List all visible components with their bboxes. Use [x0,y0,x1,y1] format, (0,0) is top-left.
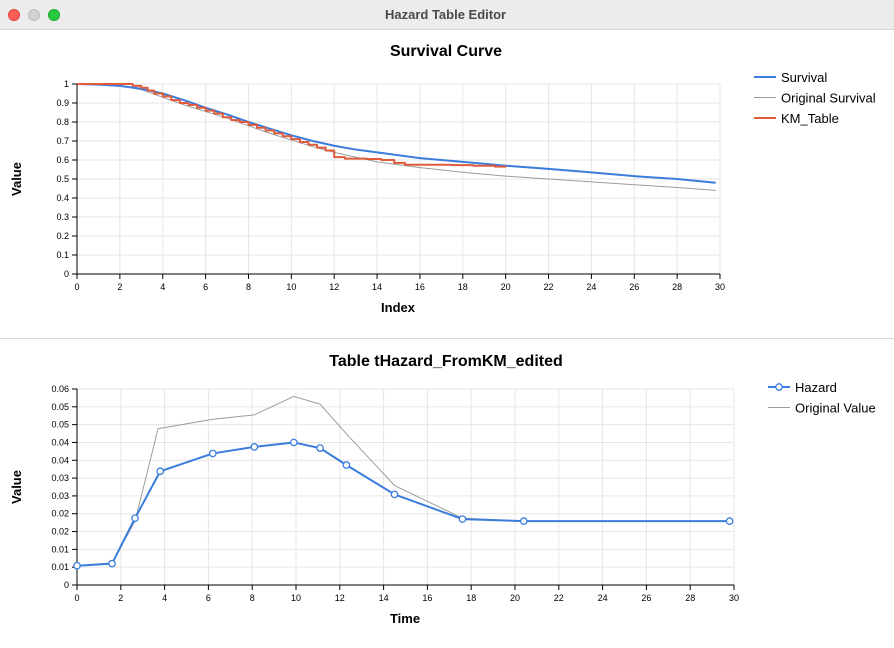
chart1-xtick-label: 14 [379,593,389,603]
chart1-xtick-label: 30 [729,593,739,603]
survival-curve-chart: Survival Curve 0 0.1 0.2 0.3 0.4 0.5 0.6 0.7 0.8 0… [9,43,876,315]
chart1-series-hazard-point[interactable] [458,515,467,523]
chart0-ytick-label: 0.1 [56,250,69,260]
chart0-legend-label-survival[interactable]: Survival [781,70,827,85]
chart1-xtick-label: 20 [510,593,520,603]
chart0-ytick-label: 0.2 [56,231,69,241]
chart0-y-axis-label: Value [9,162,24,196]
chart1-legend-label-original-value[interactable]: Original Value [795,401,876,416]
chart1-series-hazard-point[interactable] [250,443,259,451]
panel-divider[interactable] [0,338,894,339]
chart1-series-hazard-point[interactable] [519,517,528,526]
chart0-ytick-label: 1 [64,79,69,89]
chart0-xtick-label: 30 [715,282,725,292]
chart0-ytick-label: 0.8 [56,117,69,127]
chart1-y-axis-label: Value [9,470,24,504]
chart0-xtick-label: 0 [74,282,79,292]
chart1-xtick-label: 4 [162,593,167,603]
chart0-ytick-label: 0 [64,269,69,279]
chart1-xtick-label: 2 [118,593,123,603]
chart1-series-hazard-point[interactable] [131,514,139,523]
chart1-series-hazard-point[interactable] [108,559,116,568]
chart0-xtick-label: 12 [329,282,339,292]
chart1-ytick-label: 0.04 [51,437,69,447]
chart0-ytick-label: 0.7 [56,136,69,146]
chart1-ytick-label: 0.04 [51,455,69,465]
window-titlebar[interactable]: Hazard Table Editor [0,0,894,30]
chart0-x-axis-label: Index [381,300,416,315]
chart0-ytick-label: 0.9 [56,98,69,108]
chart0-xtick-label: 8 [246,282,251,292]
chart1-ytick-label: 0.01 [51,544,69,554]
chart1-series-hazard-point[interactable] [342,461,351,469]
chart1-ytick-label: 0.05 [51,420,69,430]
chart0-ytick-label: 0.5 [56,174,69,184]
chart1-series-original-value-line [76,395,730,567]
chart1-legend-label-hazard[interactable]: Hazard [795,380,837,395]
chart1-series-hazard-point[interactable] [390,490,399,499]
chart1-x-axis-label: Time [390,611,420,626]
chart1-ytick-label: 0.02 [51,527,69,537]
hazard-table-chart: Table tHazard_FromKM_edited 0 0.01 0.01 0.02… [9,353,876,626]
chart1-xtick-label: 12 [335,593,345,603]
chart0-xtick-label: 10 [286,282,296,292]
chart0-legend-label-km-table[interactable]: KM_Table [781,111,839,126]
chart0-ytick-label: 0.6 [56,155,69,165]
chart0-xtick-label: 28 [672,282,682,292]
minimize-window-button[interactable] [28,9,40,21]
chart0-xtick-label: 18 [458,282,468,292]
chart1-xtick-label: 8 [250,593,255,603]
chart0-title: Survival Curve [390,43,502,60]
chart1-series-hazard-point[interactable] [208,449,217,458]
chart0-ytick-label: 0.4 [56,193,69,203]
chart1-xtick-label: 26 [641,593,651,603]
chart0-xtick-label: 24 [586,282,596,292]
chart0-xtick-label: 26 [629,282,639,292]
chart0-xtick-label: 6 [203,282,208,292]
chart1-legend-marker-hazard [775,383,783,391]
chart1-series-hazard-point[interactable] [725,517,734,526]
chart1-ytick-label: 0 [64,580,69,590]
zoom-window-button[interactable] [48,9,60,21]
close-window-button[interactable] [8,9,20,21]
chart1-ytick-label: 0.05 [51,402,69,412]
chart1-title: Table tHazard_FromKM_edited [329,353,563,370]
chart1-xtick-label: 16 [422,593,432,603]
chart1-ytick-label: 0.06 [51,384,69,394]
chart0-xtick-label: 16 [415,282,425,292]
chart1-xtick-label: 24 [598,593,608,603]
chart1-xtick-label: 18 [466,593,476,603]
chart1-ytick-label: 0.03 [51,491,69,501]
chart0-xtick-label: 4 [160,282,165,292]
chart1-ytick-label: 0.02 [51,509,69,519]
chart1-xtick-label: 6 [206,593,211,603]
chart1-xtick-label: 28 [685,593,695,603]
chart0-xtick-label: 22 [544,282,554,292]
chart1-xtick-label: 0 [74,593,79,603]
chart1-series-hazard-point[interactable] [316,444,324,452]
chart0-legend-label-original-survival[interactable]: Original Survival [781,91,876,106]
chart0-xtick-label: 20 [501,282,511,292]
chart0-series-survival-line [76,83,716,184]
chart1-series-hazard-point[interactable] [289,438,298,447]
chart0-series-original-survival-line [76,83,716,191]
chart0-xtick-label: 2 [117,282,122,292]
chart0-ytick-label: 0.3 [56,212,69,222]
chart1-xtick-label: 22 [554,593,564,603]
chart1-xtick-label: 10 [291,593,301,603]
chart1-series-hazard-line [76,441,730,567]
chart1-series-hazard-point[interactable] [73,561,81,570]
chart0-xtick-label: 14 [372,282,382,292]
chart1-ytick-label: 0.01 [51,562,69,572]
chart1-ytick-label: 0.03 [51,473,69,483]
chart1-series-hazard-point[interactable] [156,467,165,476]
chart0-series-km-table-line [77,83,507,168]
window-title: Hazard Table Editor [385,7,507,22]
